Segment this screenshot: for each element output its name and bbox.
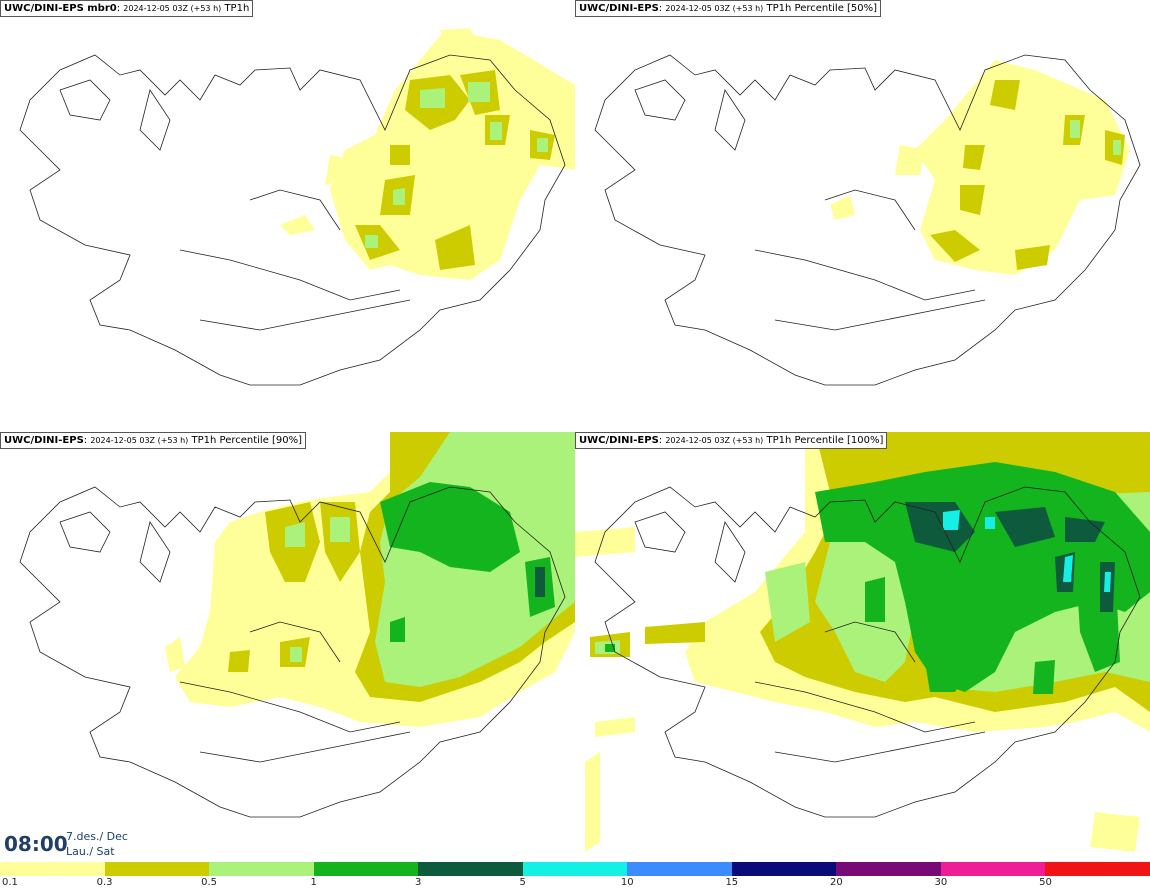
legend-swatch bbox=[522, 862, 628, 876]
legend-swatch bbox=[104, 862, 210, 876]
panel-title: UWC/DINI-EPS mbr0: 2024-12-05 03Z (+53 h… bbox=[0, 0, 254, 17]
map-panel-p90: UWC/DINI-EPS: 2024-12-05 03Z (+53 h) TP1… bbox=[0, 432, 575, 862]
precip-shading bbox=[830, 60, 1130, 275]
color-legend bbox=[0, 862, 1150, 876]
run-time: 2024-12-05 03Z (+53 h) bbox=[90, 436, 189, 445]
model-name: UWC/DINI-EPS mbr0 bbox=[4, 3, 117, 14]
panel-title: UWC/DINI-EPS: 2024-12-05 03Z (+53 h) TP1… bbox=[0, 432, 307, 449]
legend-tick-label: 20 bbox=[829, 877, 843, 888]
coastline bbox=[19, 486, 566, 818]
legend-tick-label: 0.1 bbox=[2, 877, 18, 888]
legend-swatch bbox=[313, 862, 419, 876]
legend-swatch bbox=[627, 862, 732, 876]
field-name: TP1h Percentile [100%] bbox=[766, 435, 884, 446]
legend-tick-label: 0.5 bbox=[201, 877, 218, 888]
coastline bbox=[594, 54, 1141, 386]
panel-title: UWC/DINI-EPS: 2024-12-05 03Z (+53 h) TP1… bbox=[575, 432, 888, 449]
legend-tick-label: 10 bbox=[620, 877, 634, 888]
legend-tick-label: 50 bbox=[1039, 877, 1052, 888]
valid-time-box: 08:00 7.des./ Dec Lau./ Sat bbox=[0, 826, 140, 862]
legend-swatch bbox=[418, 862, 523, 876]
legend-tick-label: 5 bbox=[519, 877, 526, 888]
legend-swatch bbox=[731, 862, 837, 876]
precip-map bbox=[19, 432, 575, 818]
legend-swatch bbox=[836, 862, 941, 876]
field-name: TP1h Percentile [50%] bbox=[766, 3, 878, 14]
coastline bbox=[594, 486, 1141, 818]
legend-tick-label: 3 bbox=[414, 877, 422, 888]
precip-shading bbox=[165, 432, 575, 727]
valid-date: 7.des./ Dec bbox=[66, 830, 128, 843]
field-name: TP1h bbox=[224, 3, 250, 14]
run-time: 2024-12-05 03Z (+53 h) bbox=[123, 4, 222, 13]
legend-swatch bbox=[1045, 862, 1150, 876]
model-name: UWC/DINI-EPS bbox=[579, 3, 659, 14]
precip-shading bbox=[575, 432, 1150, 852]
legend-swatch bbox=[940, 862, 1046, 876]
legend-tick-label: 0.3 bbox=[96, 877, 113, 888]
legend-tick-label: 15 bbox=[725, 877, 739, 888]
precip-map bbox=[575, 432, 1150, 852]
valid-time: 08:00 bbox=[4, 832, 68, 856]
model-name: UWC/DINI-EPS bbox=[579, 435, 659, 446]
legend-ticks: 0.1 0.3 0.5 1 3 5 10 15 20 30 50 bbox=[0, 876, 1150, 891]
legend-swatch bbox=[209, 862, 314, 876]
map-panel-p50: UWC/DINI-EPS: 2024-12-05 03Z (+53 h) TP1… bbox=[575, 0, 1150, 430]
legend-swatch bbox=[0, 862, 105, 876]
legend-tick-label: 30 bbox=[934, 877, 948, 888]
run-time: 2024-12-05 03Z (+53 h) bbox=[665, 436, 764, 445]
model-name: UWC/DINI-EPS bbox=[4, 435, 84, 446]
precip-map bbox=[19, 28, 575, 386]
precip-map bbox=[594, 54, 1141, 386]
coastline bbox=[19, 54, 566, 386]
valid-weekday: Lau./ Sat bbox=[66, 845, 115, 858]
run-time: 2024-12-05 03Z (+53 h) bbox=[665, 4, 764, 13]
map-panel-p100: UWC/DINI-EPS: 2024-12-05 03Z (+53 h) TP1… bbox=[575, 432, 1150, 862]
map-panel-mbr0: UWC/DINI-EPS mbr0: 2024-12-05 03Z (+53 h… bbox=[0, 0, 575, 430]
legend-tick-label: 1 bbox=[310, 877, 317, 888]
panel-title: UWC/DINI-EPS: 2024-12-05 03Z (+53 h) TP1… bbox=[575, 0, 882, 17]
precip-shading bbox=[280, 28, 575, 280]
field-name: TP1h Percentile [90%] bbox=[191, 435, 303, 446]
